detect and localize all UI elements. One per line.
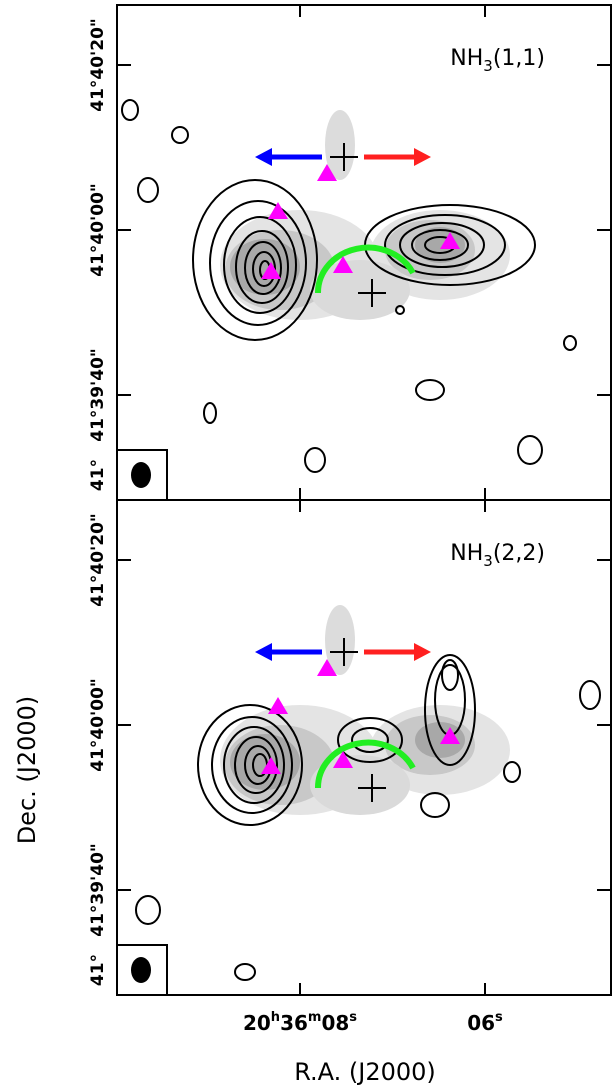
contour: [192, 179, 318, 341]
contour: [337, 717, 403, 763]
y-tick-label: 41°40'20": [88, 18, 108, 112]
contour: [135, 895, 161, 925]
title-subscript: 3: [483, 57, 493, 75]
emission: [325, 110, 355, 180]
contour: [517, 435, 543, 465]
x-axis-label: R.A. (J2000): [294, 1058, 436, 1086]
y-tick-label: 41°: [88, 459, 108, 491]
contour: [209, 200, 307, 326]
contour: [203, 402, 217, 424]
x-tick-superscript: s: [495, 1010, 503, 1025]
contour: [420, 792, 450, 818]
contour: [441, 659, 459, 691]
title-part: NH: [450, 46, 483, 71]
beam: [131, 957, 151, 983]
blue-arrowhead: [255, 148, 272, 166]
contour: [411, 229, 469, 261]
emission: [310, 755, 410, 815]
contour: [399, 222, 485, 268]
contour: [384, 214, 506, 276]
x-tick-part: 36: [280, 1011, 308, 1035]
contour: [579, 680, 601, 710]
x-tick-label: 06s: [467, 1010, 503, 1035]
x-tick-part: 08: [321, 1011, 349, 1035]
emission: [325, 605, 355, 675]
source-triangle: [333, 751, 353, 768]
title-part: (1,1): [493, 46, 545, 71]
contour: [197, 704, 303, 826]
source-triangle: [261, 757, 281, 774]
red-arrowhead: [414, 148, 431, 166]
contour: [415, 379, 445, 401]
contour: [234, 736, 278, 794]
x-tick-label: 20h36m08s: [243, 1010, 357, 1035]
contour: [121, 99, 139, 121]
contour: [351, 727, 389, 753]
y-tick-label: 41°39'40": [88, 348, 108, 442]
y-tick-label: 41°39'40": [88, 843, 108, 937]
y-tick-label: 41°: [88, 954, 108, 986]
panel-title: NH3(1,1): [450, 46, 545, 75]
contour: [395, 305, 405, 315]
y-tick-label: 41°40'20": [88, 513, 108, 607]
panel: [121, 99, 577, 473]
green-arc: [314, 739, 416, 789]
x-tick-superscript: h: [271, 1010, 280, 1025]
x-tick-superscript: m: [308, 1010, 322, 1025]
contour: [223, 216, 297, 314]
green-arc: [314, 244, 416, 294]
contour: [137, 177, 159, 203]
red-arrowhead: [414, 643, 431, 661]
panel-frame: [116, 499, 612, 996]
beam: [131, 462, 151, 488]
x-tick-part: 20: [243, 1011, 271, 1035]
panel-title: NH3(2,2): [450, 541, 545, 570]
source-triangle: [317, 164, 337, 181]
blue-arrowhead: [255, 643, 272, 661]
source-triangle: [440, 232, 460, 249]
title-part: (2,2): [493, 541, 545, 566]
contour: [235, 230, 289, 304]
source-triangle: [317, 659, 337, 676]
source-triangle: [268, 697, 288, 714]
x-tick-superscript: s: [349, 1010, 357, 1025]
y-tick-label: 41°40'00": [88, 678, 108, 772]
contour: [244, 241, 282, 295]
contour: [223, 726, 285, 804]
contour: [211, 716, 293, 814]
source-triangle: [268, 202, 288, 219]
contour: [503, 761, 521, 783]
contour: [234, 963, 256, 981]
contour: [563, 335, 577, 351]
emission: [310, 260, 410, 320]
contour: [171, 126, 189, 144]
source-triangle: [261, 262, 281, 279]
title-part: NH: [450, 541, 483, 566]
contour: [424, 654, 476, 766]
y-tick-label: 41°40'00": [88, 183, 108, 277]
source-triangle: [440, 727, 460, 744]
contour: [304, 447, 326, 473]
x-tick-part: 06: [467, 1011, 495, 1035]
emission: [415, 227, 465, 263]
panel: [135, 605, 601, 981]
title-subscript: 3: [483, 552, 493, 570]
source-triangle: [333, 256, 353, 273]
y-axis-label: Dec. (J2000): [13, 696, 41, 845]
